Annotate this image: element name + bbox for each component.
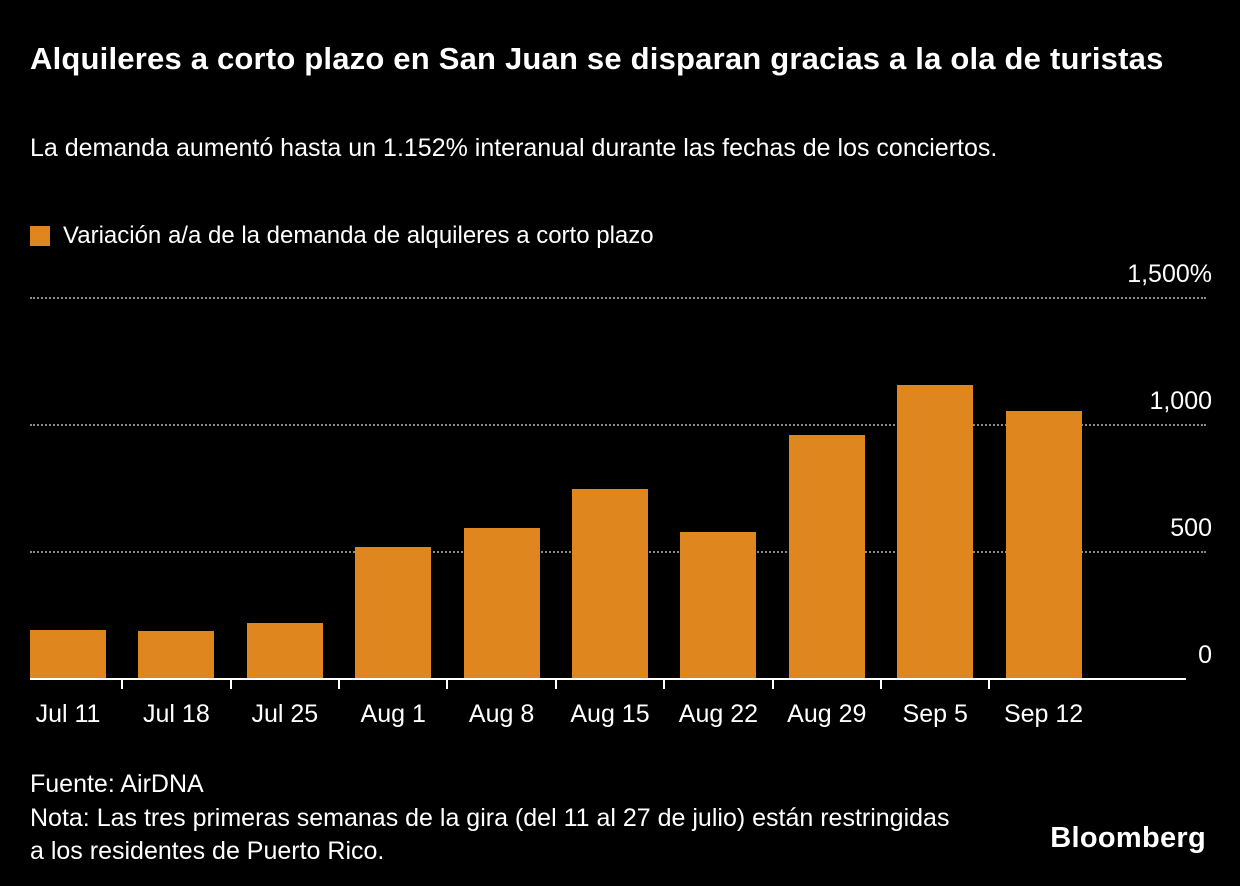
- axis-tick: [880, 680, 882, 689]
- axis-tick: [121, 680, 124, 689]
- x-axis-label: Jul 25: [251, 700, 319, 728]
- chart-title: Alquileres a corto plazo en San Juan se …: [30, 41, 1164, 76]
- x-axis-label: Sep 5: [902, 700, 968, 728]
- gridline: [30, 424, 1206, 426]
- gridline: [30, 297, 1206, 299]
- bar: [463, 528, 540, 678]
- x-axis-line: [30, 678, 1186, 680]
- bar: [788, 435, 865, 678]
- x-axis-label: Aug 1: [360, 700, 426, 728]
- axis-tick: [229, 680, 232, 689]
- y-axis-label: 500: [1170, 514, 1212, 542]
- bar: [680, 532, 757, 678]
- x-axis-label: Jul 18: [143, 700, 210, 728]
- legend: Variación a/a de la demanda de alquilere…: [30, 222, 654, 250]
- bar: [355, 547, 432, 678]
- axis-tick: [663, 680, 666, 689]
- x-axis-label: Jul 11: [35, 700, 101, 728]
- bar: [246, 623, 323, 678]
- axis-tick: [446, 680, 449, 689]
- bar: [897, 385, 974, 678]
- x-axis-label: Aug 8: [468, 700, 535, 728]
- chart-subtitle: La demanda aumentó hasta un 1.152% inter…: [30, 134, 998, 162]
- x-axis-label: Aug 29: [787, 700, 867, 728]
- y-axis-label: 1,000: [1149, 387, 1212, 415]
- axis-tick: [988, 680, 991, 689]
- axis-tick: [771, 680, 774, 689]
- bar: [1005, 411, 1082, 678]
- legend-swatch-icon: [30, 226, 50, 246]
- y-axis-label: 0: [1198, 641, 1212, 669]
- bar: [30, 630, 106, 678]
- note-text: Nota: Las tres primeras semanas de la gi…: [30, 804, 950, 866]
- x-axis-label: Sep 12: [1003, 700, 1084, 728]
- bar: [572, 489, 648, 678]
- bar: [138, 631, 215, 678]
- x-axis-label: Aug 22: [678, 700, 759, 728]
- axis-tick: [554, 680, 557, 689]
- x-axis-label: Aug 15: [570, 700, 650, 728]
- bloomberg-logo: Bloomberg: [1050, 822, 1206, 854]
- y-axis-label: 1,500%: [1127, 260, 1212, 288]
- legend-label: Variación a/a de la demanda de alquilere…: [63, 222, 654, 249]
- source-text: Fuente: AirDNA: [30, 770, 204, 798]
- axis-tick: [338, 680, 340, 689]
